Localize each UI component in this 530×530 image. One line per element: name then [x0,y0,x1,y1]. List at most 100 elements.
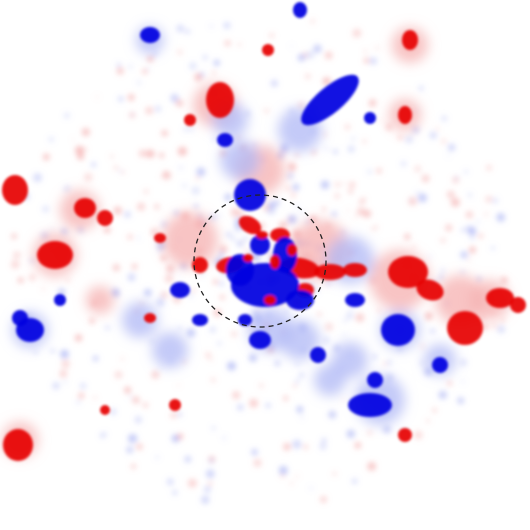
negative-speckle [320,180,330,189]
negative-speckle [498,213,501,216]
negative-speckle [110,408,117,415]
positive-concentration [398,106,412,124]
positive-speckle [363,209,371,218]
positive-speckle [128,94,135,101]
negative-speckle [328,410,337,419]
positive-speckle [469,246,476,254]
strong-patches-layer [2,2,526,461]
negative-speckle [416,191,419,194]
positive-speckle [447,190,455,199]
positive-speckle [371,227,375,231]
positive-speckle [305,73,311,80]
positive-speckle [81,128,90,137]
positive-speckle [164,274,174,283]
negative-concentration [249,331,271,349]
negative-speckle [292,439,302,449]
positive-speckle [259,383,264,388]
negative-concentration [293,2,307,18]
negative-speckle [156,298,165,307]
positive-speckle [356,207,365,216]
negative-speckle [297,54,306,62]
positive-speckle [342,398,345,402]
positive-speckle [347,209,350,212]
positive-concentration [510,297,526,313]
positive-speckle [41,287,45,291]
positive-speckle [293,192,296,195]
positive-speckle [177,146,187,156]
positive-speckle [145,106,153,115]
positive-speckle [131,464,136,469]
negative-speckle [343,333,346,336]
positive-speckle [354,442,361,449]
positive-speckle [238,43,241,46]
positive-concentration [37,241,73,269]
positive-speckle [170,412,177,418]
diffuse-negative-patch [122,302,158,338]
negative-speckle [429,131,437,139]
positive-speckle [192,288,196,292]
negative-speckle [369,57,377,65]
negative-speckle [217,341,221,345]
negative-speckle [418,193,427,203]
negative-speckle [346,311,354,320]
positive-speckle [322,77,331,86]
positive-speckle [297,101,306,110]
positive-speckle [320,496,327,503]
negative-speckle [42,205,49,213]
negative-speckle [178,326,182,330]
positive-speckle [236,135,240,140]
positive-speckle [166,264,175,273]
positive-speckle [286,186,291,191]
negative-speckle [189,127,195,132]
negative-speckle [325,280,332,286]
positive-speckle [77,153,84,161]
negative-speckle [279,466,288,475]
positive-concentration [447,311,483,345]
negative-speckle [212,426,216,430]
negative-concentration [432,357,448,373]
positive-concentration [238,215,262,235]
positive-speckle [283,395,289,401]
positive-concentration [402,30,418,50]
negative-speckle [460,270,465,275]
positive-speckle [424,312,433,320]
positive-speckle [10,260,20,269]
negative-speckle [126,446,134,454]
negative-speckle [301,211,304,215]
negative-speckle [157,248,162,253]
negative-speckle [231,236,235,241]
positive-speckle [89,317,95,324]
positive-concentration [388,256,428,288]
negative-speckle [321,438,327,443]
negative-speckle [295,204,299,208]
positive-speckle [441,139,447,144]
positive-speckle [154,204,160,210]
positive-speckle [13,251,21,259]
negative-speckle [60,228,68,235]
positive-speckle [467,257,471,261]
negative-speckle [469,235,475,240]
positive-speckle [385,123,393,131]
positive-concentration [192,257,208,273]
positive-concentration [74,198,96,218]
negative-speckle [178,275,181,278]
negative-speckle [137,236,140,240]
positive-speckle [142,68,148,75]
positive-speckle [501,318,505,322]
positive-speckle [137,202,146,211]
negative-speckle [428,255,432,258]
positive-speckle [210,377,216,383]
positive-speckle [208,482,212,486]
positive-speckle [310,19,315,24]
positive-speckle [83,147,88,152]
negative-speckle [476,220,480,224]
positive-speckle [375,46,379,50]
positive-speckle [160,255,167,261]
positive-speckle [113,165,118,170]
negative-speckle [200,272,204,277]
negative-speckle [91,162,96,167]
positive-speckle [257,307,261,311]
positive-speckle [414,430,423,440]
positive-speckle [188,478,197,488]
